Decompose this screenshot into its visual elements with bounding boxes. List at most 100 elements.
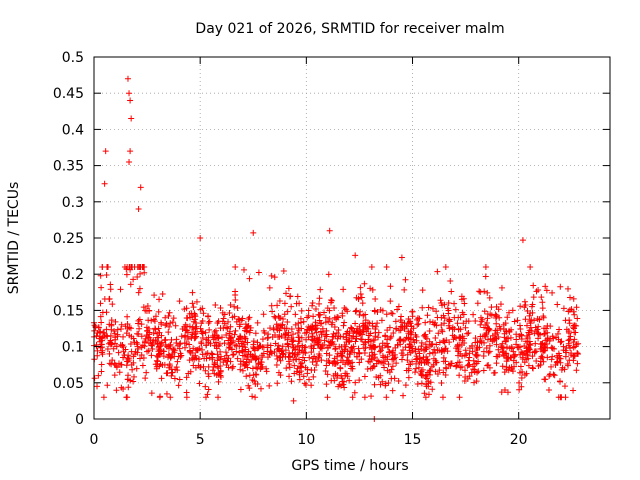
data-point [308, 382, 315, 389]
data-point [570, 344, 577, 351]
data-point [541, 325, 548, 332]
data-point [458, 363, 465, 370]
data-point [243, 324, 250, 331]
data-point [202, 367, 209, 374]
data-point [351, 349, 358, 356]
data-point [570, 353, 577, 360]
data-point [127, 325, 134, 332]
data-point [300, 349, 307, 356]
data-point [107, 337, 114, 344]
data-point [234, 355, 241, 362]
data-point [171, 375, 178, 382]
data-point [243, 359, 250, 366]
data-point [177, 353, 184, 360]
tick-labels: 0 0.05 0.1 0.15 0.2 0.25 0.3 0.35 0.4 0.45 0.5 0 5 10… [53, 50, 528, 448]
data-point [108, 326, 115, 333]
data-point [168, 372, 175, 379]
data-point [549, 289, 556, 296]
data-point [192, 352, 199, 359]
data-point [251, 347, 258, 354]
data-point [558, 366, 565, 373]
data-point [290, 397, 297, 404]
data-point [155, 334, 162, 341]
data-point [134, 343, 141, 350]
data-point [316, 300, 323, 307]
data-point [379, 352, 386, 359]
data-point [329, 338, 336, 345]
data-point [516, 379, 523, 386]
data-point [249, 393, 256, 400]
data-point [426, 350, 433, 357]
data-point [421, 332, 428, 339]
data-point [189, 289, 196, 296]
data-point [493, 341, 500, 348]
data-point [192, 334, 199, 341]
data-point [282, 331, 289, 338]
data-point [423, 335, 430, 342]
data-point [486, 348, 493, 355]
data-point [434, 347, 441, 354]
data-point [524, 308, 531, 315]
data-point [165, 343, 172, 350]
data-point [511, 318, 518, 325]
data-point [333, 330, 340, 337]
data-point [562, 317, 569, 324]
data-point [127, 281, 134, 288]
data-point [396, 327, 403, 334]
data-point [384, 353, 391, 360]
data-point [542, 283, 549, 290]
data-point [318, 357, 325, 364]
data-point [165, 351, 172, 358]
data-point [263, 365, 270, 372]
data-point [356, 359, 363, 366]
data-point [101, 180, 108, 187]
data-point [547, 323, 554, 330]
data-point [350, 343, 357, 350]
data-point [507, 334, 514, 341]
data-point [225, 318, 232, 325]
data-point [292, 311, 299, 318]
data-point [469, 348, 476, 355]
data-point [97, 300, 104, 307]
data-point [217, 304, 224, 311]
data-point [238, 340, 245, 347]
data-point [134, 330, 141, 337]
data-point [476, 288, 483, 295]
data-point [192, 313, 199, 320]
data-point [487, 311, 494, 318]
data-point [480, 367, 487, 374]
data-point [361, 350, 368, 357]
data-point [324, 371, 331, 378]
data-point [252, 381, 259, 388]
data-point [518, 331, 525, 338]
data-point [291, 362, 298, 369]
y-tick-label: 0.1 [62, 340, 84, 356]
data-point [142, 335, 149, 342]
data-point [372, 333, 379, 340]
data-point [310, 373, 317, 380]
data-point [344, 308, 351, 315]
data-point [499, 349, 506, 356]
data-point [401, 286, 408, 293]
data-point [384, 336, 391, 343]
data-point [338, 372, 345, 379]
y-tick-label: 0.35 [53, 159, 84, 175]
data-point [430, 355, 437, 362]
data-point [104, 263, 111, 270]
data-point [538, 294, 545, 301]
data-point [311, 342, 318, 349]
data-point [289, 350, 296, 357]
data-point [570, 322, 577, 329]
data-point [133, 365, 140, 372]
data-point [120, 348, 127, 355]
data-point [198, 340, 205, 347]
data-point [167, 342, 174, 349]
data-point [380, 360, 387, 367]
data-point [473, 378, 480, 385]
data-point [398, 356, 405, 363]
data-point [309, 325, 316, 332]
data-point [156, 394, 163, 401]
data-point [304, 326, 311, 333]
data-point [331, 323, 338, 330]
data-point [393, 360, 400, 367]
